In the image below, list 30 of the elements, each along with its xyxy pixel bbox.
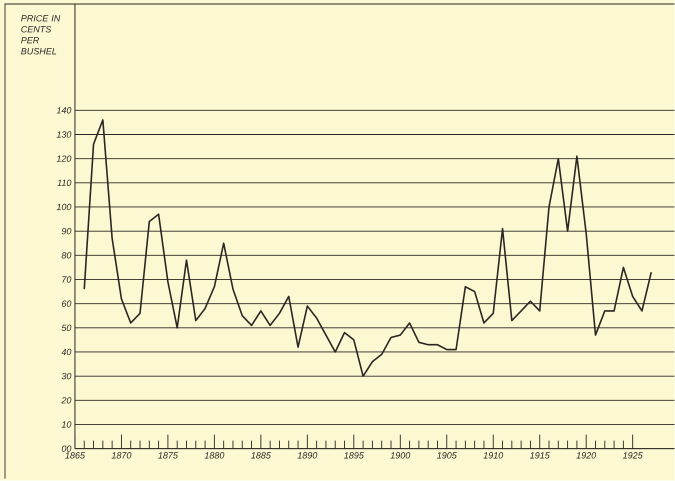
x-tick-label: 1895 — [344, 452, 364, 459]
x-tick-label: 1870 — [112, 452, 132, 459]
y-tick-label: 100 — [56, 204, 72, 210]
y-tick-label: 40 — [61, 348, 72, 356]
x-tick-label: 1900 — [390, 452, 410, 459]
x-tick-label: 1885 — [251, 452, 271, 459]
y-tick-label: 30 — [62, 373, 72, 380]
x-tick-label: 1875 — [158, 452, 178, 459]
y-tick-label: 20 — [61, 397, 72, 404]
y-tick-label: 130 — [56, 131, 72, 138]
y-axis-title: PRICE IN CENTS PER BUSHEL — [21, 15, 60, 55]
y-tick-label: 70 — [62, 276, 72, 283]
y-tick-label: 110 — [57, 180, 72, 186]
x-tick-label: 1915 — [530, 452, 550, 459]
x-tick-label: 1880 — [204, 452, 224, 459]
x-tick-label: 1910 — [483, 452, 504, 459]
x-tick-label: 1890 — [298, 452, 318, 459]
x-tick-label: 1925 — [622, 452, 643, 459]
y-tick-label: 10 — [62, 421, 72, 428]
y-tick-label: 50 — [62, 324, 72, 332]
x-tick-label: 1865 — [65, 452, 85, 459]
y-tick-label: 80 — [62, 252, 72, 259]
y-tick-label: 120 — [56, 156, 72, 162]
y-tick-label: 90 — [62, 228, 72, 235]
y-tick-label: 140 — [56, 107, 72, 114]
y-tick-label: 60 — [62, 300, 72, 308]
line-series — [83, 119, 652, 378]
x-tick-label: 1905 — [436, 452, 457, 459]
x-tick-label: 1920 — [576, 452, 596, 459]
y-tick-label: 00 — [62, 446, 72, 452]
